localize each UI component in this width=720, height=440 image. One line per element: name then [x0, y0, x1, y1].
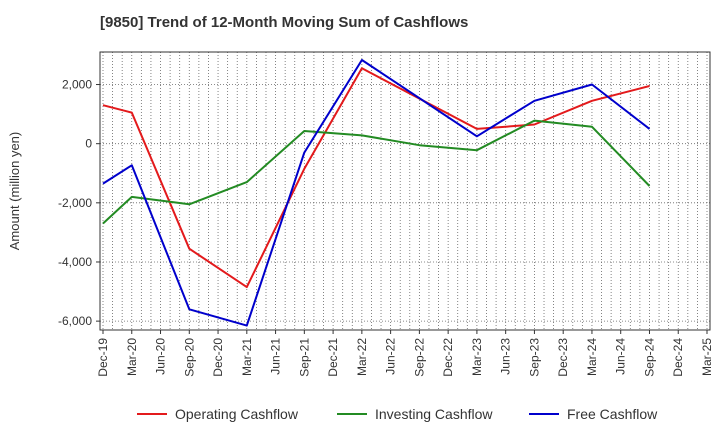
grid	[100, 52, 710, 330]
x-tick-label: Sep-22	[412, 338, 426, 377]
x-tick-label: Dec-23	[556, 338, 570, 377]
x-tick-label: Jun-24	[614, 338, 628, 375]
x-tick-label: Jun-20	[154, 338, 168, 375]
x-tick-label: Mar-25	[700, 338, 714, 376]
x-tick-label: Mar-21	[240, 338, 254, 376]
x-tick-label: Sep-23	[527, 338, 541, 377]
series-line-free-cashflow	[102, 59, 651, 327]
x-tick-label: Mar-20	[125, 338, 139, 376]
x-tick-label: Dec-24	[671, 338, 685, 377]
x-tick-label: Sep-24	[642, 338, 656, 377]
legend-swatch	[529, 413, 559, 415]
legend-swatch	[137, 413, 167, 415]
legend-label: Operating Cashflow	[175, 406, 298, 422]
x-tick-label: Dec-22	[441, 338, 455, 377]
x-tick-label: Sep-20	[182, 338, 196, 377]
series-line-investing-cashflow	[102, 119, 651, 225]
y-tick-label: -6,000	[58, 314, 92, 328]
axes: 2,000 0 -2,000 -4,000 -6,000 Dec-19 Mar-20 Jun-…	[58, 51, 714, 377]
legend-swatch	[337, 413, 367, 415]
plot-frame	[99, 51, 711, 331]
y-axis-label: Amount (million yen)	[7, 132, 22, 251]
x-tick-label: Dec-21	[326, 338, 340, 377]
legend-item-free-cashflow: Free Cashflow	[529, 404, 657, 424]
legend-item-investing-cashflow: Investing Cashflow	[337, 404, 493, 424]
x-tick-label: Mar-23	[470, 338, 484, 376]
x-tick-label: Dec-20	[211, 338, 225, 377]
x-tick-label: Dec-19	[96, 338, 110, 377]
y-tick-label: -4,000	[58, 255, 92, 269]
legend: Operating Cashflow Investing Cashflow Free…	[0, 404, 720, 424]
legend-item-operating-cashflow: Operating Cashflow	[137, 404, 298, 424]
series-lines	[102, 59, 651, 327]
x-tick-label: Mar-22	[355, 338, 369, 376]
y-tick-label: -2,000	[58, 196, 92, 210]
series-line-operating-cashflow	[102, 67, 650, 289]
x-tick-label: Sep-21	[297, 338, 311, 377]
chart-title: [9850] Trend of 12-Month Moving Sum of C…	[100, 14, 469, 31]
y-tick-label: 0	[85, 137, 92, 151]
legend-label: Free Cashflow	[567, 406, 658, 422]
x-tick-label: Jun-21	[269, 338, 283, 375]
legend-label: Investing Cashflow	[375, 406, 493, 422]
x-tick-label: Jun-23	[499, 338, 513, 375]
x-tick-label: Jun-22	[384, 338, 398, 375]
x-tick-label: Mar-24	[585, 338, 599, 376]
y-tick-label: 2,000	[62, 78, 92, 92]
